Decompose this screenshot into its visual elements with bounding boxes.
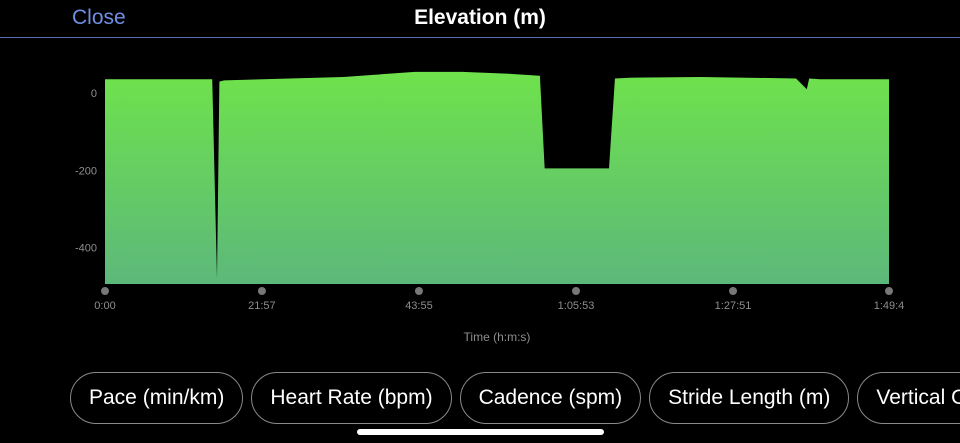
tab-heart-rate[interactable]: Heart Rate (bpm)	[251, 372, 452, 424]
home-indicator	[357, 429, 604, 435]
x-tick-label: 1:05:53	[558, 300, 595, 312]
tab-cadence[interactable]: Cadence (spm)	[459, 372, 642, 424]
x-tick-label: 21:57	[248, 300, 276, 312]
x-tick-label: 0:00	[94, 300, 115, 312]
x-tick-dot	[414, 287, 423, 295]
x-tick-dot	[729, 287, 738, 295]
y-tick-label: 0	[91, 88, 97, 100]
x-tick-dot	[101, 287, 109, 295]
x-axis-label: Time (h:m:s)	[464, 330, 531, 344]
tab-stride-length[interactable]: Stride Length (m)	[649, 372, 850, 424]
elevation-area	[105, 71, 889, 285]
page-title: Elevation (m)	[414, 6, 546, 29]
x-tick-dot	[571, 287, 580, 295]
y-tick-label: -200	[75, 165, 97, 177]
y-tick-label: -400	[75, 242, 97, 254]
x-tick-label: 1:27:51	[715, 300, 752, 312]
navigation-bar: Close Elevation (m)	[0, 0, 960, 38]
elevation-chart: 0 -200 -400 0:00 21:57 43:55 1:05:53 1:27:51 1:4…	[75, 71, 905, 344]
close-button[interactable]: Close	[72, 6, 126, 29]
x-tick-label: 1:49:4	[874, 300, 905, 312]
tab-vertical-oscillation[interactable]: Vertical Oscillation (cm)	[857, 372, 960, 424]
metric-tabs: Pace (min/km) Heart Rate (bpm) Cadence (sp…	[70, 372, 960, 426]
x-tick-label: 43:55	[405, 300, 433, 312]
x-tick-dot	[885, 287, 893, 295]
tab-pace[interactable]: Pace (min/km)	[70, 372, 244, 424]
x-tick-dot	[257, 287, 266, 295]
